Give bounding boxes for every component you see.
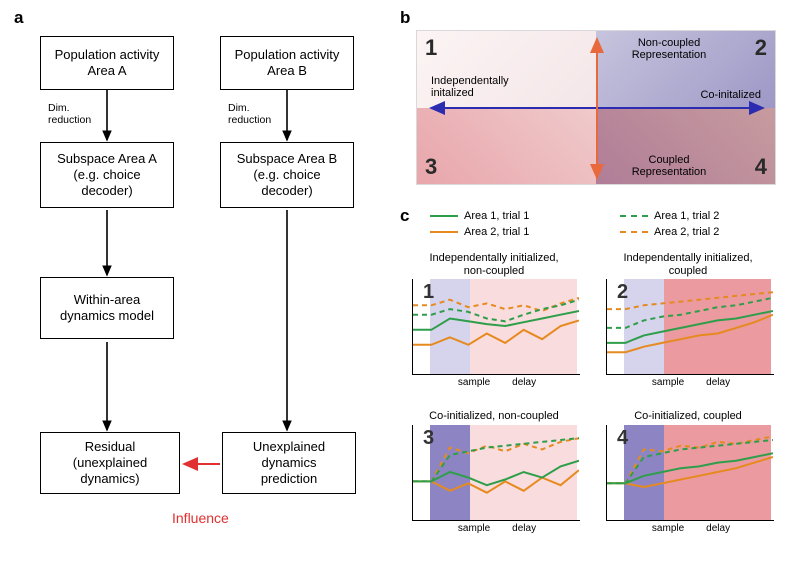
box-subspace-a: Subspace Area A(e.g. choicedecoder) [40,142,174,208]
series-a1t1 [607,453,773,483]
xlabel-delay: delay [512,377,536,388]
axis-right-label: Co-initalized [671,89,761,101]
mini-chart-xlabels: sample delay [412,377,582,388]
series-a1t2 [413,438,579,481]
mini-chart-2: Independentally initialized,coupled 2 samp… [600,252,776,388]
legend-label-a1t1: Area 1, trial 1 [464,210,529,222]
legend-swatch-a1t2 [620,215,648,217]
mini-chart-xlabels: sample delay [412,523,582,534]
mini-chart-number: 4 [617,427,628,450]
mini-chart-title: Independentally initialized,non-coupled [406,252,582,277]
panel-c-charts: Area 1, trial 1 Area 2, trial 1 Area 1, … [400,210,782,572]
legend-swatch-a1t1 [430,215,458,217]
mini-chart-lines [607,279,773,373]
mini-chart-title: Independentally initialized,coupled [600,252,776,277]
series-a2t2 [413,298,579,311]
mini-chart-number: 2 [617,281,628,304]
quadrant-box: 1 2 3 4 Non-coupledRepresentation Couple… [416,30,776,185]
axis-bottom-label: CoupledRepresentation [609,154,729,178]
mini-chart-title: Co-initialized, coupled [600,410,776,423]
corner-1: 1 [425,35,437,61]
mini-chart-3: Co-initialized, non-coupled 3 sample delay [406,410,582,546]
mini-plot-area: 3 [412,425,580,521]
xlabel-sample: sample [652,523,684,534]
panel-a-flowchart: Population activityArea A Population act… [12,12,380,572]
mini-chart-lines [413,279,579,373]
box-within-area: Within-areadynamics model [40,277,174,339]
box-prediction: Unexplaineddynamicsprediction [222,432,356,494]
xlabel-delay: delay [706,523,730,534]
mini-chart-title: Co-initialized, non-coupled [406,410,582,423]
corner-4: 4 [755,154,767,180]
mini-plot-area: 2 [606,279,774,375]
xlabel-delay: delay [706,377,730,388]
series-a2t2 [413,438,579,481]
legend: Area 1, trial 1 Area 2, trial 1 Area 1, … [430,210,780,244]
panel-b-quadrant: 1 2 3 4 Non-coupledRepresentation Couple… [400,12,782,197]
legend-swatch-a2t1 [430,231,458,233]
dimred-label-b: Dim.reduction [228,102,271,126]
mini-chart-number: 3 [423,427,434,450]
box-pop-a: Population activityArea A [40,36,174,90]
mini-chart-xlabels: sample delay [606,377,776,388]
mini-plot-area: 1 [412,279,580,375]
series-a1t2 [413,300,579,322]
xlabel-sample: sample [458,377,490,388]
legend-label-a1t2: Area 1, trial 2 [654,210,719,222]
box-subspace-b: Subspace Area B(e.g. choicedecoder) [220,142,354,208]
mini-chart-xlabels: sample delay [606,523,776,534]
mini-chart-4: Co-initialized, coupled 4 sample delay [600,410,776,546]
xlabel-sample: sample [458,523,490,534]
axis-top-label: Non-coupledRepresentation [609,37,729,61]
corner-3: 3 [425,154,437,180]
mini-chart-lines [413,425,579,519]
series-a2t1 [607,315,773,353]
xlabel-delay: delay [512,523,536,534]
axis-left-label: Independentallyinitalized [431,75,527,99]
mini-chart-number: 1 [423,281,434,304]
mini-plot-area: 4 [606,425,774,521]
corner-2: 2 [755,35,767,61]
influence-label: Influence [172,510,229,526]
box-pop-b: Population activityArea B [220,36,354,90]
series-a2t2 [607,292,773,309]
dimred-label-a: Dim.reduction [48,102,91,126]
legend-label-a2t2: Area 2, trial 2 [654,226,719,238]
box-residual: Residual(unexplaineddynamics) [40,432,180,494]
legend-label-a2t1: Area 2, trial 1 [464,226,529,238]
xlabel-sample: sample [652,377,684,388]
mini-chart-1: Independentally initialized,non-coupled 1… [406,252,582,388]
mini-chart-lines [607,425,773,519]
legend-swatch-a2t2 [620,231,648,233]
